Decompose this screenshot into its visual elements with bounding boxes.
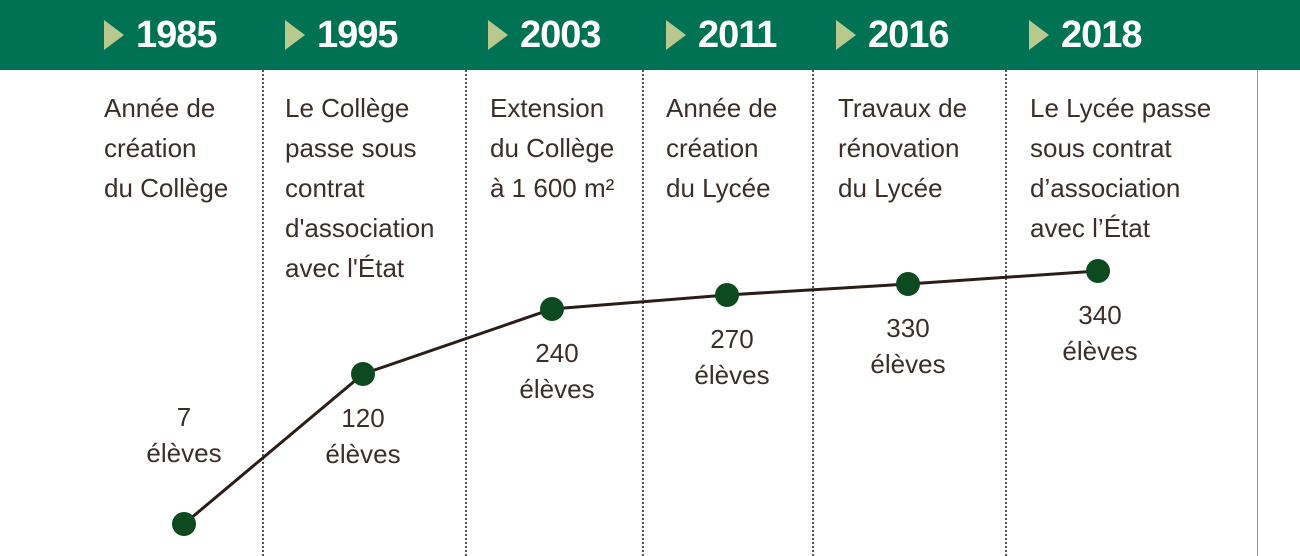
event-text-line: du Collège (104, 173, 229, 203)
event-2018: Le Lycée passe sous contrat d’association a… (1030, 88, 1211, 248)
event-text-line: du Lycée (666, 173, 771, 203)
event-1995: Le Collège passe sous contrat d'association… (285, 88, 435, 288)
data-label-2011: 270 élèves (662, 321, 802, 393)
event-text-line: passe sous (285, 133, 417, 163)
event-text-line: Année de (104, 93, 216, 123)
data-label-2016: 330 élèves (838, 310, 978, 382)
event-text-line: d'association (285, 213, 435, 243)
data-point-2016 (896, 272, 920, 296)
right-border-line (1257, 70, 1258, 556)
data-label-text: 330 (886, 313, 930, 343)
data-label-text: élèves (694, 360, 770, 390)
event-text-line: Travaux de (838, 93, 968, 123)
column-divider (262, 70, 264, 556)
data-point-2011 (715, 283, 739, 307)
data-label-text: 270 (710, 324, 754, 354)
year-2018: 2018 (1029, 0, 1143, 70)
data-label-2018: 340 élèves (1030, 297, 1170, 369)
event-text-line: avec l’État (1030, 213, 1150, 243)
x-tick-label: 1985 (136, 13, 218, 56)
data-label-2003: 240 élèves (487, 335, 627, 407)
year-2003: 2003 (488, 0, 602, 70)
data-point-2003 (540, 297, 564, 321)
event-text-line: Année de (666, 93, 778, 123)
event-2003: Extension du Collège à 1 600 m² (490, 88, 614, 208)
event-text-line: Le Collège (285, 93, 410, 123)
data-label-1995: 120 élèves (293, 400, 433, 472)
event-text-line: rénovation (838, 133, 960, 163)
year-2016: 2016 (836, 0, 950, 70)
data-label-1985: 7 élèves (114, 399, 254, 471)
column-divider (1005, 70, 1007, 556)
data-label-text: élèves (325, 439, 401, 469)
event-text-line: du Collège (490, 133, 615, 163)
data-label-text: 340 (1078, 300, 1122, 330)
data-point-2018 (1086, 259, 1110, 283)
event-1985: Année de création du Collège (104, 88, 228, 208)
x-tick-label: 2011 (698, 13, 777, 56)
play-arrow-icon (836, 20, 856, 50)
year-1985: 1985 (104, 0, 218, 70)
x-tick-label: 2003 (520, 13, 602, 56)
event-text-line: Le Lycée passe (1030, 93, 1212, 123)
play-arrow-icon (1029, 20, 1049, 50)
x-tick-label: 2018 (1061, 13, 1143, 56)
event-text-line: sous contrat (1030, 133, 1172, 163)
x-tick-label: 2016 (868, 13, 950, 56)
year-2011: 2011 (666, 0, 777, 70)
event-text-line: création (104, 133, 197, 163)
event-text-line: Extension (490, 93, 605, 123)
event-text-line: à 1 600 m² (490, 173, 615, 203)
data-label-text: élèves (519, 374, 595, 404)
x-tick-label: 1995 (317, 13, 399, 56)
data-point-1995 (351, 362, 375, 386)
event-text-line: création (666, 133, 759, 163)
column-divider (812, 70, 814, 556)
play-arrow-icon (285, 20, 305, 50)
column-divider (465, 70, 467, 556)
event-text-line: contrat (285, 173, 365, 203)
event-text-line: d’association (1030, 173, 1181, 203)
event-2016: Travaux de rénovation du Lycée (838, 88, 967, 208)
play-arrow-icon (104, 20, 124, 50)
data-label-text: élèves (870, 349, 946, 379)
data-label-text: 120 (341, 403, 385, 433)
play-arrow-icon (488, 20, 508, 50)
enrollment-series-line (183, 269, 1099, 526)
column-divider (642, 70, 644, 556)
play-arrow-icon (666, 20, 686, 50)
data-label-text: 240 (535, 338, 579, 368)
data-label-text: 7 (176, 402, 192, 432)
event-text-line: avec l'État (285, 253, 405, 283)
year-1995: 1995 (285, 0, 399, 70)
data-label-text: élèves (146, 438, 222, 468)
event-text-line: du Lycée (838, 173, 943, 203)
timeline-header (0, 0, 1300, 70)
data-point-1985 (172, 512, 196, 536)
event-2011: Année de création du Lycée (666, 88, 777, 208)
data-label-text: élèves (1062, 336, 1138, 366)
